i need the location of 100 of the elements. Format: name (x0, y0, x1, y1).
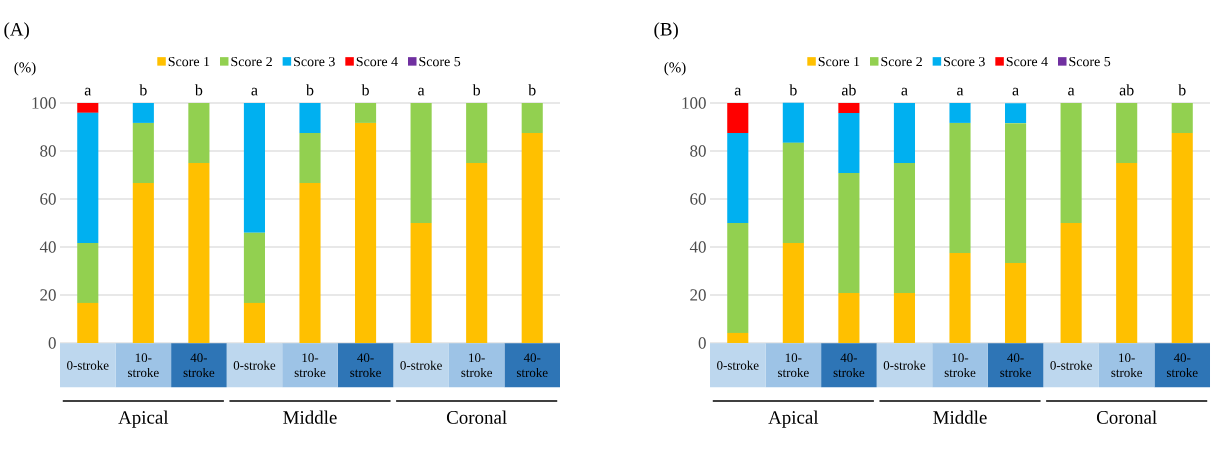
x-tick-label: 40-stroke (516, 353, 548, 378)
x-tick-label: 40-stroke (1000, 353, 1031, 378)
text: a (418, 87, 425, 96)
x-tick-label: 40-stroke (350, 353, 381, 378)
bar (838, 173, 860, 294)
bar (299, 103, 321, 133)
legend-label: Score 3 (944, 56, 985, 67)
text: b (139, 84, 147, 96)
x-tick-label: 0-stroke (400, 360, 442, 370)
x-tick-label: 40-stroke (833, 353, 865, 378)
y-tick-label: 20 (40, 289, 56, 301)
y-tick-label: 0 (48, 337, 56, 349)
bar (132, 122, 154, 183)
text: ab (1119, 84, 1134, 96)
y-tick-label: 60 (40, 193, 56, 205)
legend-label: Score 1 (818, 56, 860, 67)
x-tick-label: 40-stroke (183, 353, 215, 378)
x-tick-label: 10-stroke (1111, 353, 1143, 378)
y-tick-label: 100 (682, 97, 706, 109)
bar (77, 103, 99, 113)
text: a (84, 87, 92, 96)
bar (243, 103, 265, 233)
text: a (1068, 87, 1075, 96)
text: Middle (283, 410, 337, 424)
text: a (1012, 87, 1019, 96)
chart-title: (A) (4, 22, 29, 40)
x-tick-label: 0-stroke (67, 360, 109, 370)
text: Coronal (446, 410, 507, 424)
text: a (901, 87, 908, 96)
text: b (528, 84, 536, 96)
text: ab (841, 84, 856, 96)
text: b (472, 84, 481, 96)
legend-label: Score 4 (356, 56, 398, 67)
text: Coronal (1096, 410, 1157, 424)
x-tick-label: 0-stroke (233, 360, 276, 370)
bar (949, 122, 971, 253)
text: b (306, 84, 314, 96)
legend-label: Score 2 (881, 56, 922, 67)
legend-label: Score 5 (1069, 56, 1111, 67)
x-tick-label: 10-stroke (294, 353, 326, 378)
x-tick-label: 10-stroke (128, 353, 159, 378)
y-tick-label: 40 (39, 241, 56, 253)
y-tick-label: 60 (690, 193, 706, 205)
bar (838, 103, 860, 114)
x-tick-label: 10-stroke (461, 353, 493, 378)
text: b (194, 84, 203, 96)
y-tick-label: 0 (698, 337, 706, 349)
legend-label: Score 3 (294, 56, 335, 67)
text: a (734, 87, 742, 96)
x-tick-label: 0-stroke (717, 360, 759, 370)
x-tick-label: 0-stroke (1050, 360, 1092, 370)
bar (77, 242, 99, 303)
text: b (361, 84, 369, 96)
legend-label: Score 4 (1006, 56, 1048, 67)
text: Apical (768, 410, 819, 428)
bar (521, 103, 543, 133)
bar (1005, 103, 1027, 124)
legend-label: Score 5 (419, 56, 461, 67)
text: b (1178, 84, 1186, 96)
bar (727, 223, 749, 333)
text: Apical (118, 410, 169, 428)
bar (1060, 103, 1082, 223)
bar (299, 133, 321, 183)
bar (410, 103, 432, 223)
x-tick-label: 10-stroke (944, 353, 976, 378)
bar (727, 103, 749, 133)
x-tick-label: 10-stroke (778, 353, 809, 378)
bar (132, 103, 154, 123)
legend-label: Score 2 (231, 56, 272, 67)
bar (893, 163, 916, 294)
y-tick-label: 80 (690, 145, 706, 157)
y-axis-title: (%) (14, 61, 36, 76)
bar (727, 332, 749, 343)
y-tick-label: 100 (32, 97, 56, 109)
text: b (789, 84, 797, 96)
bar (355, 103, 377, 123)
legend-label: Score 1 (168, 56, 210, 67)
y-tick-label: 80 (40, 145, 56, 157)
bar (1005, 123, 1027, 264)
bar (77, 112, 99, 243)
bar (188, 103, 210, 163)
bar (466, 103, 488, 163)
y-axis-title: (%) (664, 61, 686, 76)
bar (782, 142, 804, 243)
x-tick-label: 0-stroke (883, 360, 926, 370)
bar (1171, 103, 1193, 133)
bar (243, 232, 265, 303)
bar (949, 103, 971, 123)
bar (838, 113, 860, 174)
y-tick-label: 20 (690, 289, 706, 301)
chart-title: (B) (654, 22, 678, 40)
text: Middle (933, 410, 987, 424)
bar (1116, 103, 1138, 163)
x-tick-label: 40-stroke (1166, 353, 1198, 378)
y-tick-label: 40 (689, 241, 706, 253)
text: a (251, 87, 258, 96)
bar (893, 103, 916, 163)
bar (727, 133, 749, 223)
bar (782, 102, 804, 143)
text: a (957, 87, 964, 96)
